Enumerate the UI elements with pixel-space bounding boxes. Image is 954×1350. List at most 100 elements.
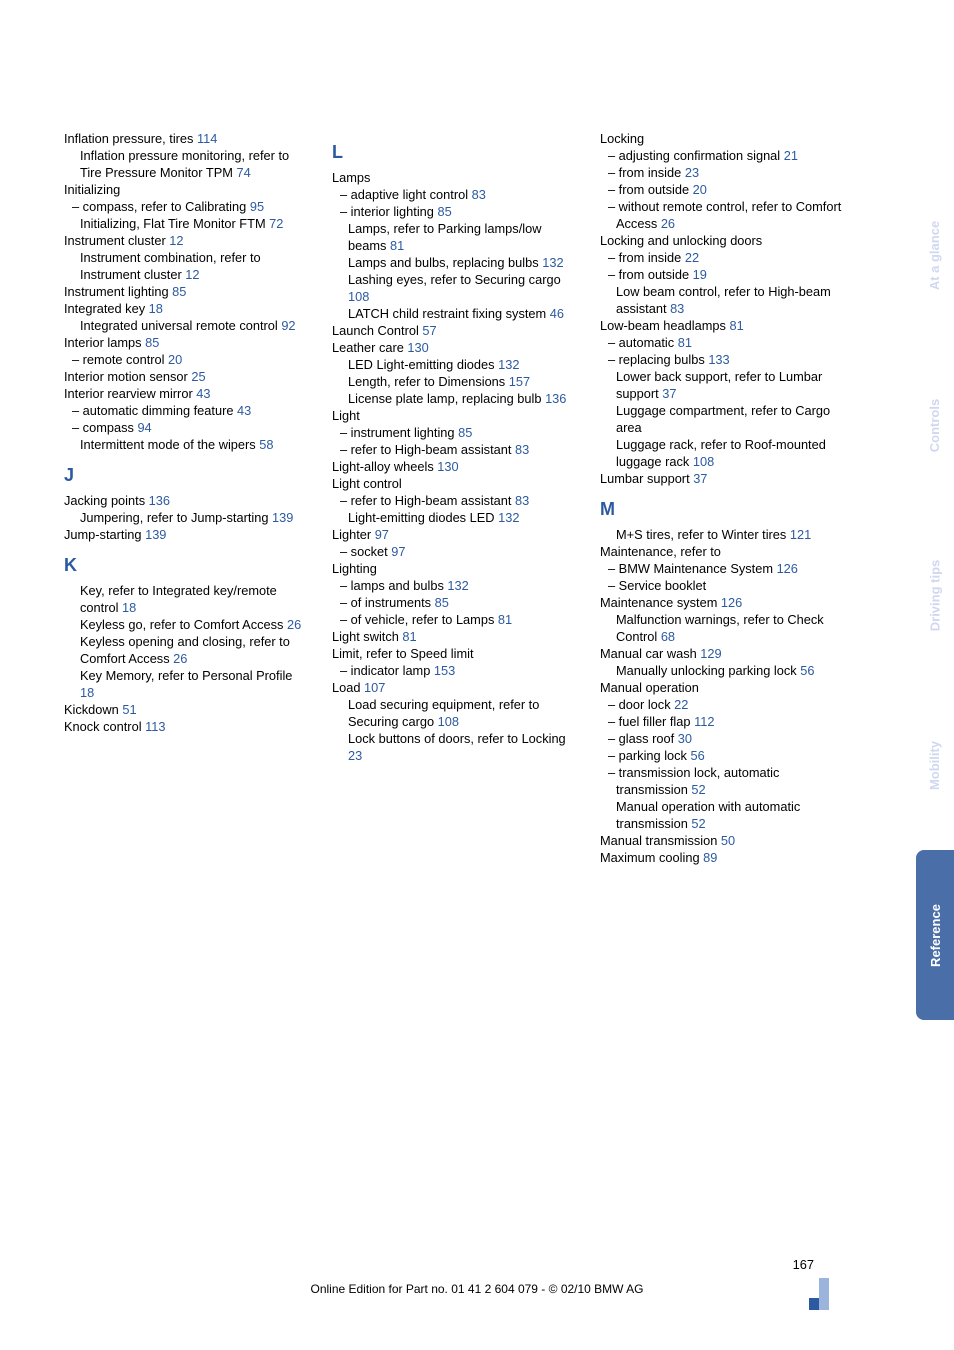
page-ref[interactable]: 58 <box>259 437 273 452</box>
tab-label: Controls <box>928 398 943 451</box>
index-entry: – interior lighting 85 <box>332 203 576 220</box>
page-ref[interactable]: 121 <box>790 527 811 542</box>
page-number: 167 <box>793 1257 814 1272</box>
tab-controls[interactable]: Controls <box>916 340 954 510</box>
page-ref[interactable]: 108 <box>693 454 714 469</box>
page-ref[interactable]: 52 <box>691 782 705 797</box>
page-ref[interactable]: 95 <box>250 199 264 214</box>
tab-reference[interactable]: Reference <box>916 850 954 1020</box>
index-entry: Manual operation <box>600 679 844 696</box>
page-ref[interactable]: 50 <box>721 833 735 848</box>
page-ref[interactable]: 21 <box>784 148 798 163</box>
page-ref[interactable]: 25 <box>191 369 205 384</box>
page-ref[interactable]: 129 <box>700 646 721 661</box>
page-ref[interactable]: 51 <box>122 702 136 717</box>
page-ref[interactable]: 139 <box>145 527 166 542</box>
page-ref[interactable]: 22 <box>685 250 699 265</box>
page-ref[interactable]: 126 <box>721 595 742 610</box>
page-ref[interactable]: 68 <box>661 629 675 644</box>
page-ref[interactable]: 132 <box>498 510 519 525</box>
index-entry: Length, refer to Dimensions 157 <box>332 373 576 390</box>
page-ref[interactable]: 22 <box>674 697 688 712</box>
page-ref[interactable]: 157 <box>509 374 530 389</box>
page-ref[interactable]: 85 <box>458 425 472 440</box>
index-col-2: LLamps– adaptive light control 83– inter… <box>332 130 576 866</box>
page-ref[interactable]: 136 <box>149 493 170 508</box>
page-ref[interactable]: 81 <box>498 612 512 627</box>
index-entry: – refer to High-beam assistant 83 <box>332 492 576 509</box>
page-ref[interactable]: 26 <box>661 216 675 231</box>
page-ref[interactable]: 132 <box>542 255 563 270</box>
page-ref[interactable]: 19 <box>693 267 707 282</box>
index-entry: Intermittent mode of the wipers 58 <box>64 436 308 453</box>
page-ref[interactable]: 83 <box>515 442 529 457</box>
page-ref[interactable]: 81 <box>678 335 692 350</box>
page-ref[interactable]: 85 <box>437 204 451 219</box>
page-ref[interactable]: 20 <box>693 182 707 197</box>
page-ref[interactable]: 107 <box>364 680 385 695</box>
page-ref[interactable]: 89 <box>703 850 717 865</box>
page-ref[interactable]: 46 <box>550 306 564 321</box>
page-ref[interactable]: 85 <box>172 284 186 299</box>
page-ref[interactable]: 97 <box>391 544 405 559</box>
page-ref[interactable]: 74 <box>236 165 250 180</box>
page-ref[interactable]: 20 <box>168 352 182 367</box>
page-ref[interactable]: 72 <box>269 216 283 231</box>
page-ref[interactable]: 114 <box>197 131 217 146</box>
page-ref[interactable]: 92 <box>281 318 295 333</box>
page-ref[interactable]: 37 <box>662 386 676 401</box>
page-ref[interactable]: 52 <box>691 816 705 831</box>
page-ref[interactable]: 43 <box>237 403 251 418</box>
index-entry: Luggage compartment, refer to Cargo area <box>600 402 844 436</box>
page-ref[interactable]: 26 <box>287 617 301 632</box>
index-entry: – fuel filler flap 112 <box>600 713 844 730</box>
page-ref[interactable]: 57 <box>422 323 436 338</box>
index-entry: Jump-starting 139 <box>64 526 308 543</box>
page-ref[interactable]: 132 <box>447 578 468 593</box>
index-entry: Low-beam headlamps 81 <box>600 317 844 334</box>
page-ref[interactable]: 43 <box>196 386 210 401</box>
page-ref[interactable]: 81 <box>402 629 416 644</box>
page-ref[interactable]: 112 <box>694 714 714 729</box>
page-ref[interactable]: 18 <box>80 685 94 700</box>
page-ref[interactable]: 133 <box>708 352 729 367</box>
page-ref[interactable]: 12 <box>169 233 183 248</box>
index-entry: – door lock 22 <box>600 696 844 713</box>
page-ref[interactable]: 139 <box>272 510 293 525</box>
tab-at-a-glance[interactable]: At a glance <box>916 170 954 340</box>
page-ref[interactable]: 37 <box>693 471 707 486</box>
page-ref[interactable]: 94 <box>137 420 151 435</box>
page-ref[interactable]: 12 <box>185 267 199 282</box>
index-entry: Lamps <box>332 169 576 186</box>
tab-mobility[interactable]: Mobility <box>916 680 954 850</box>
page-ref[interactable]: 108 <box>438 714 459 729</box>
page-ref[interactable]: 18 <box>122 600 136 615</box>
tab-driving-tips[interactable]: Driving tips <box>916 510 954 680</box>
page-ref[interactable]: 81 <box>729 318 743 333</box>
page-ref[interactable]: 56 <box>800 663 814 678</box>
page-ref[interactable]: 30 <box>678 731 692 746</box>
index-entry: – replacing bulbs 133 <box>600 351 844 368</box>
page-ref[interactable]: 113 <box>145 719 165 734</box>
page-ref[interactable]: 81 <box>390 238 404 253</box>
page-ref[interactable]: 130 <box>437 459 458 474</box>
page-ref[interactable]: 56 <box>691 748 705 763</box>
page-ref[interactable]: 97 <box>375 527 389 542</box>
page-ref[interactable]: 26 <box>173 651 187 666</box>
page-ref[interactable]: 85 <box>145 335 159 350</box>
page-ref[interactable]: 136 <box>545 391 566 406</box>
page-ref[interactable]: 126 <box>777 561 798 576</box>
page-ref[interactable]: 18 <box>149 301 163 316</box>
page-ref[interactable]: 153 <box>434 663 455 678</box>
page-ref[interactable]: 83 <box>515 493 529 508</box>
page-ref[interactable]: 85 <box>435 595 449 610</box>
page-ref[interactable]: 83 <box>670 301 684 316</box>
page-ref[interactable]: 23 <box>348 748 362 763</box>
page-ref[interactable]: 23 <box>685 165 699 180</box>
page-ref[interactable]: 108 <box>348 289 369 304</box>
index-entry: Light-emitting diodes LED 132 <box>332 509 576 526</box>
page-ref[interactable]: 132 <box>498 357 519 372</box>
page-ref[interactable]: 83 <box>472 187 486 202</box>
page-ref[interactable]: 130 <box>407 340 428 355</box>
index-entry: Low beam control, refer to High-beam ass… <box>600 283 844 317</box>
